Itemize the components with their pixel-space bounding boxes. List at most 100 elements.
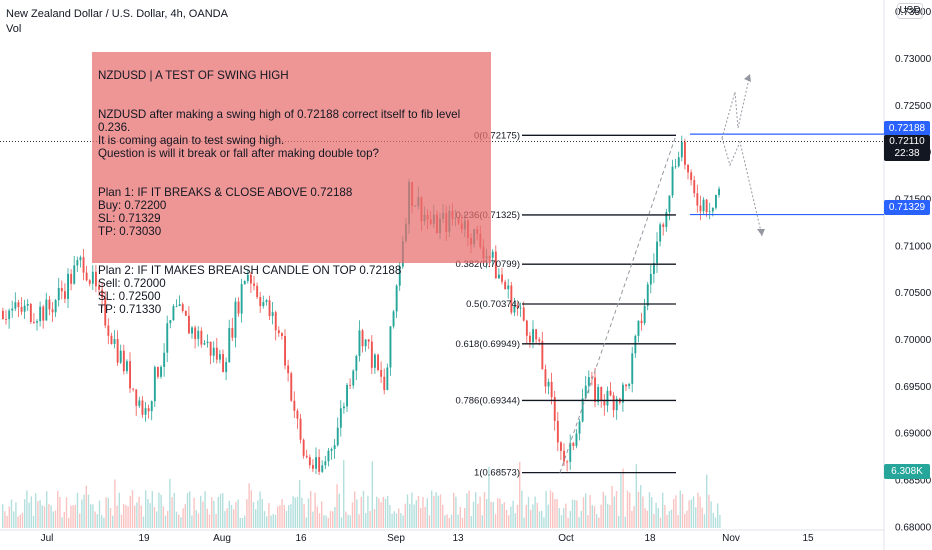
- candle-body: [222, 354, 224, 373]
- candle-body: [157, 367, 159, 377]
- volume-label: Vol: [6, 23, 22, 35]
- volume-bar: [479, 496, 481, 528]
- candle-body: [178, 304, 181, 307]
- candle-body: [541, 341, 544, 370]
- candle-body: [181, 304, 184, 311]
- candle-body: [587, 377, 590, 386]
- volume-bar: [24, 499, 26, 528]
- candle-body: [219, 354, 221, 360]
- volume-bar: [145, 490, 147, 528]
- candle-body: [510, 285, 513, 313]
- volume-bar: [695, 507, 697, 528]
- volume-bar: [488, 466, 490, 528]
- volume-bar: [536, 502, 538, 528]
- volume-bar: [281, 499, 283, 528]
- volume-bar: [193, 497, 195, 528]
- volume-bar: [400, 513, 402, 528]
- candle-body: [625, 384, 627, 387]
- candle-body: [48, 299, 51, 310]
- volume-bar: [290, 504, 292, 528]
- candle-body: [268, 300, 271, 317]
- volume-bar: [323, 515, 325, 528]
- volume-bar: [184, 504, 186, 528]
- volume-bar: [673, 498, 675, 528]
- volume-bar: [523, 517, 525, 528]
- candle-body: [67, 273, 69, 299]
- volume-bar: [354, 491, 356, 528]
- volume-bar: [675, 495, 677, 528]
- volume-bar: [549, 490, 552, 528]
- candle-body: [364, 339, 367, 347]
- fib-level-label: 0.5(0.70374): [466, 299, 520, 310]
- volume-bar: [98, 500, 101, 528]
- volume-bar: [428, 515, 431, 528]
- candle-body: [290, 373, 293, 401]
- volume-bar: [692, 496, 695, 528]
- candle-body: [132, 388, 135, 390]
- volume-bar: [336, 484, 338, 528]
- candle-body: [699, 205, 702, 212]
- volume-bar: [532, 504, 534, 528]
- candle-body: [113, 339, 116, 344]
- price-tick-label: 0.73000: [895, 54, 932, 65]
- candle-body: [166, 323, 169, 353]
- candle-body: [491, 251, 494, 258]
- fib-level-label: 1(0.68573): [474, 468, 520, 479]
- volume-bar: [37, 501, 39, 528]
- volume-bar: [142, 516, 145, 528]
- price-tick-label: 0.68500: [895, 475, 932, 486]
- volume-bar: [376, 496, 378, 528]
- candle-body: [705, 199, 708, 213]
- fib-trendline: [559, 135, 677, 473]
- candle-body: [91, 271, 94, 284]
- candle-body: [687, 164, 689, 173]
- volume-bar: [208, 514, 211, 528]
- candle-body: [680, 142, 683, 158]
- volume-bar: [349, 515, 351, 528]
- volume-bar: [158, 492, 160, 528]
- price-tick-label: 0.69500: [895, 382, 932, 393]
- volume-bar: [490, 501, 492, 528]
- volume-bar: [598, 517, 600, 528]
- candle-body: [318, 457, 321, 472]
- volume-bar: [521, 490, 523, 528]
- candle-body: [600, 386, 603, 401]
- volume-bar: [624, 516, 626, 528]
- time-tick-label: Sep: [387, 533, 405, 544]
- volume-bar: [618, 516, 620, 528]
- candle-body: [498, 274, 500, 279]
- candle-body: [398, 266, 401, 286]
- volume-badge: 6.308K: [884, 464, 930, 479]
- volume-bar: [35, 493, 37, 528]
- volume-bar: [541, 510, 543, 528]
- candle-body: [253, 283, 255, 286]
- volume-bar: [356, 499, 358, 528]
- volume-bar: [26, 490, 28, 528]
- fib-level-label: 0.786(0.69344): [456, 395, 520, 406]
- candle-body: [631, 353, 634, 384]
- volume-bar: [646, 510, 648, 528]
- candle-body: [668, 195, 671, 213]
- candle-body: [575, 433, 578, 446]
- volume-bar: [455, 496, 457, 528]
- volume-bar: [668, 511, 670, 528]
- volume-bar: [255, 509, 257, 528]
- candle-body: [293, 400, 296, 411]
- candle-body: [2, 310, 4, 320]
- volume-bar: [230, 505, 233, 528]
- note-plan-1: Plan 1: IF IT BREAKS & CLOSE ABOVE 0.721…: [98, 186, 353, 238]
- candle-body: [206, 341, 209, 344]
- candle-body: [265, 300, 268, 303]
- volume-bar: [380, 502, 382, 528]
- volume-bar: [39, 499, 41, 528]
- candle-body: [98, 286, 100, 290]
- candle-body: [299, 418, 302, 440]
- projection-down-path: [721, 137, 763, 237]
- volume-bar: [202, 501, 204, 528]
- currency-button[interactable]: USD: [897, 3, 923, 19]
- volume-bar: [457, 514, 459, 528]
- volume-bar: [662, 492, 664, 528]
- volume-bar: [151, 491, 153, 528]
- volume-bar: [699, 496, 701, 528]
